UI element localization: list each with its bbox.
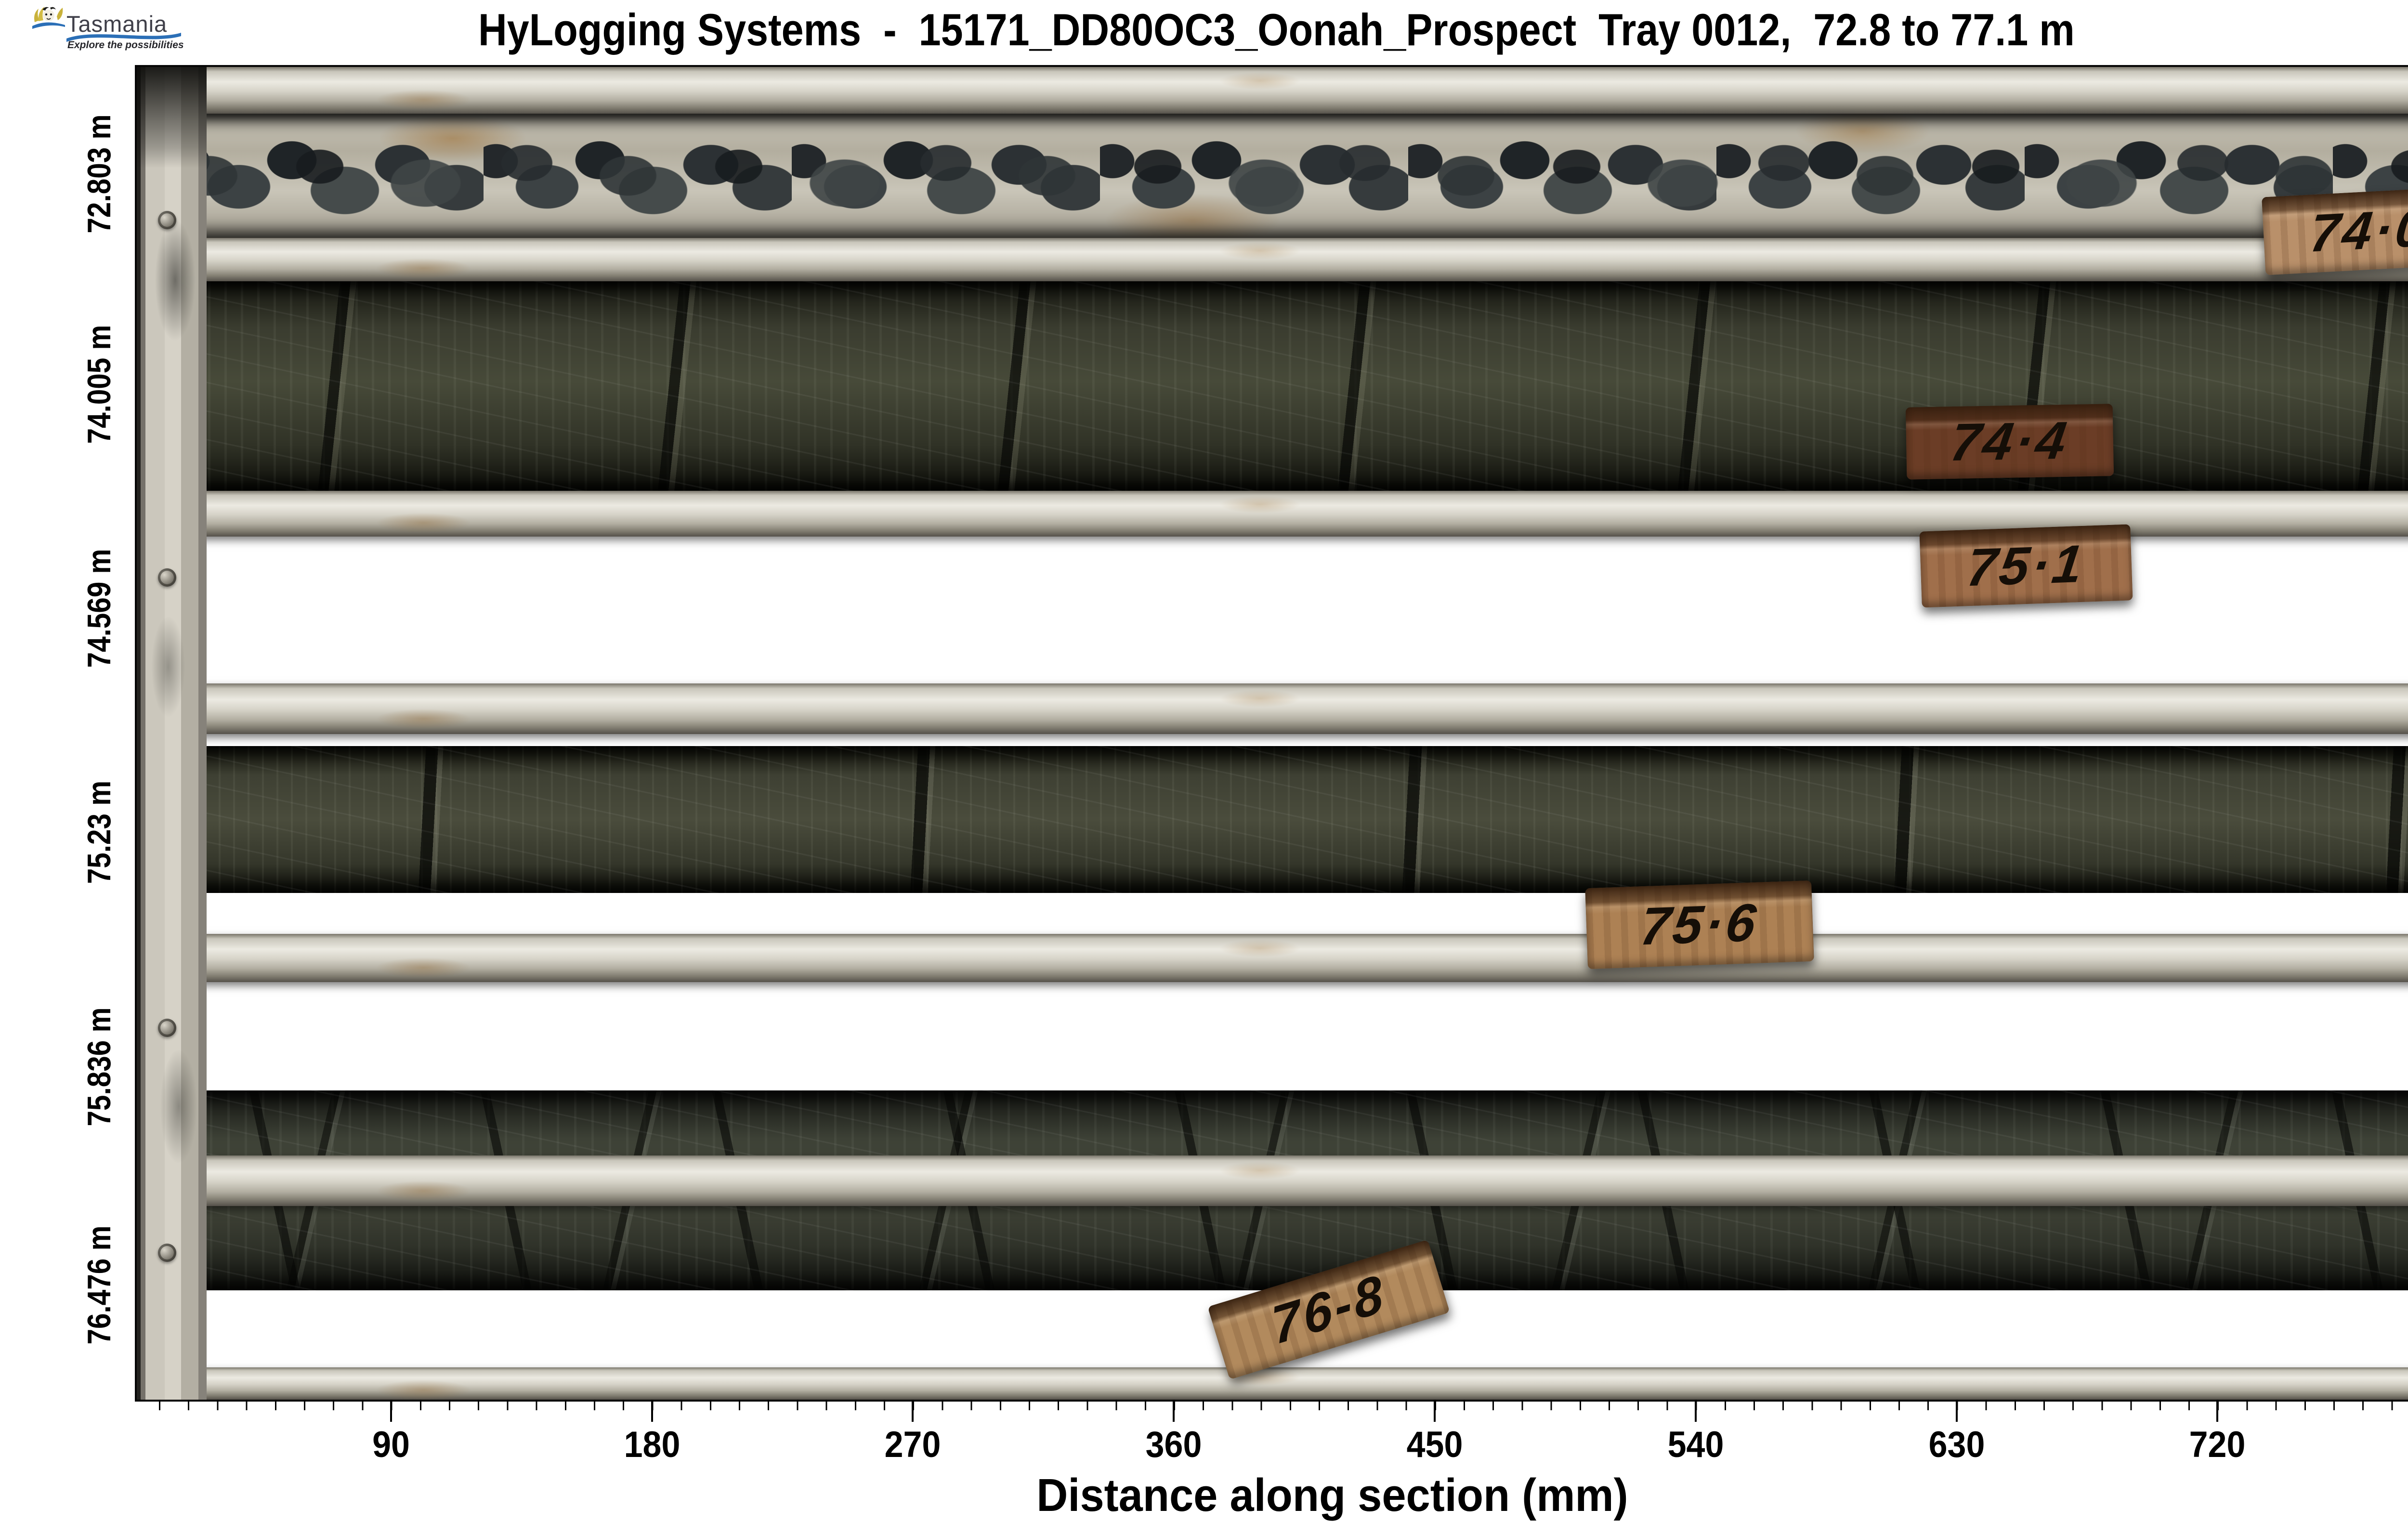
- x-axis-tick-mark: [1173, 1400, 1175, 1422]
- x-axis-tick-label: 450: [1406, 1424, 1463, 1465]
- tasmania-logo: Tasmania Explore the possibilities: [31, 3, 233, 56]
- tray-wall-stain: [137, 67, 207, 168]
- depth-block-label: 74·0: [2307, 197, 2408, 263]
- depth-axis-label: 75.23 m: [81, 780, 118, 884]
- tasmania-tagline: Explore the possibilities: [67, 39, 184, 51]
- x-axis-minor-ticks: [159, 1400, 2408, 1410]
- depth-axis-label: 74.005 m: [81, 325, 118, 444]
- depth-block: 74·0: [2262, 186, 2408, 276]
- x-axis-tick-label: 90: [372, 1424, 410, 1465]
- tray-wall-left: [137, 67, 207, 1400]
- tray-screw: [158, 1244, 176, 1262]
- x-axis-tick-label: 630: [1928, 1424, 1985, 1465]
- core-tray-photo: END: [135, 65, 2408, 1402]
- tray-screw: [158, 1019, 176, 1037]
- tasmania-tiger-icon: [32, 7, 65, 29]
- x-axis-tick-label: 360: [1145, 1424, 1202, 1465]
- x-axis-tick-label: 720: [2189, 1424, 2246, 1465]
- tray-rail: [137, 934, 2408, 982]
- depth-axis-label: 75.836 m: [81, 1007, 118, 1127]
- x-axis-tick-label: 180: [624, 1424, 681, 1465]
- depth-axis-label: 76.476 m: [81, 1225, 118, 1345]
- core-rubble-band: [175, 130, 2408, 222]
- page-title: HyLogging Systems - 15171_DD80OC3_Oonah_…: [478, 4, 2075, 55]
- tray-screw: [158, 211, 176, 229]
- depth-block: 75·1: [1919, 524, 2133, 608]
- core-row-3: [175, 746, 2408, 893]
- x-axis-tick-label: 540: [1667, 1424, 1724, 1465]
- depth-axis-label: 72.803 m: [81, 114, 118, 234]
- depth-block-label: 75·1: [1963, 534, 2089, 598]
- tasmania-logo-text: Tasmania: [66, 11, 168, 37]
- depth-block: 75·6: [1585, 880, 1814, 970]
- tasmania-wave-icon: [66, 33, 181, 42]
- tray-rail: [137, 238, 2408, 281]
- depth-axis-label: 74.569 m: [81, 549, 118, 668]
- depth-block-label: 74·4: [1947, 410, 2073, 472]
- x-axis-tick-mark: [1695, 1400, 1697, 1422]
- depth-block: 74·4: [1905, 404, 2114, 480]
- tray-screw: [158, 568, 176, 587]
- x-axis-title: Distance along section (mm): [1036, 1469, 1628, 1521]
- x-axis-tick-mark: [1956, 1400, 1958, 1422]
- x-axis-tick-mark: [651, 1400, 653, 1422]
- x-axis-tick-mark: [390, 1400, 392, 1422]
- x-axis-tick-mark: [1434, 1400, 1436, 1422]
- tray-rail: [137, 683, 2408, 734]
- x-axis-tick-mark: [912, 1400, 914, 1422]
- x-axis-tick-mark: [2216, 1400, 2218, 1422]
- tray-rail: [137, 1367, 2408, 1400]
- x-axis-tick-label: 270: [884, 1424, 941, 1465]
- tray-rail: [137, 1155, 2408, 1206]
- depth-block-label: 75·6: [1637, 892, 1762, 957]
- tray-rail: [137, 67, 2408, 114]
- core-row-1: [175, 114, 2408, 238]
